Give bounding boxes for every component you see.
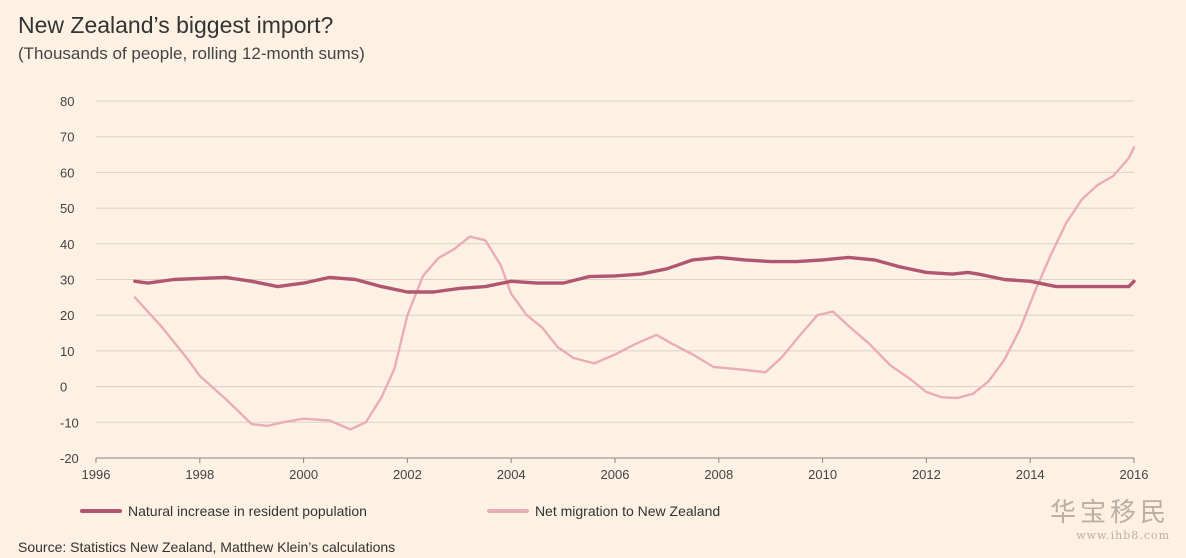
x-tick-label: 2002	[393, 467, 422, 482]
y-tick-label: -20	[60, 451, 79, 466]
x-tick-label: 2016	[1120, 467, 1149, 482]
y-tick-label: -10	[60, 415, 79, 430]
x-tick-label: 2008	[704, 467, 733, 482]
x-tick-label: 2010	[808, 467, 837, 482]
legend-label-migration: Net migration to New Zealand	[534, 503, 721, 519]
series-line-net-migration	[133, 146, 1136, 431]
series-line-natural-increase	[133, 255, 1136, 294]
legend-item-migration: Net migration to New Zealand	[486, 503, 721, 519]
x-tick-label: 2012	[912, 467, 941, 482]
x-tick-label: 1996	[82, 467, 111, 482]
watermark-logo: 华宝移民 www.ihb8.com	[1050, 492, 1170, 542]
legend-item-natural: Natural increase in resident population	[80, 503, 367, 519]
chart-subtitle: (Thousands of people, rolling 12-month s…	[18, 44, 365, 63]
y-tick-label: 40	[60, 237, 74, 252]
y-tick-label: 50	[60, 201, 74, 216]
x-tick-label: 2014	[1016, 467, 1045, 482]
x-tick-label: 1998	[185, 467, 214, 482]
y-tick-label: 70	[60, 130, 74, 145]
x-tick-label: 2004	[497, 467, 526, 482]
watermark-text: 华宝移民	[1049, 498, 1170, 528]
legend-label-natural: Natural increase in resident population	[128, 503, 367, 519]
source-note: Source: Statistics New Zealand, Matthew …	[18, 539, 396, 555]
y-tick-label: 10	[60, 344, 74, 359]
legend-swatch-natural	[80, 509, 122, 513]
legend-swatch-migration	[486, 509, 529, 513]
chart-title: New Zealand’s biggest import?	[18, 12, 334, 38]
legend: Natural increase in resident population …	[80, 503, 840, 519]
x-tick-label: 2006	[601, 467, 630, 482]
y-tick-label: 60	[60, 165, 74, 180]
y-tick-label: 0	[60, 380, 67, 395]
x-tick-label: 2000	[289, 467, 318, 482]
y-tick-label: 20	[60, 308, 74, 323]
y-tick-label: 30	[60, 273, 74, 288]
y-tick-label: 80	[60, 94, 74, 109]
watermark-url: www.ihb8.com	[1076, 529, 1170, 542]
